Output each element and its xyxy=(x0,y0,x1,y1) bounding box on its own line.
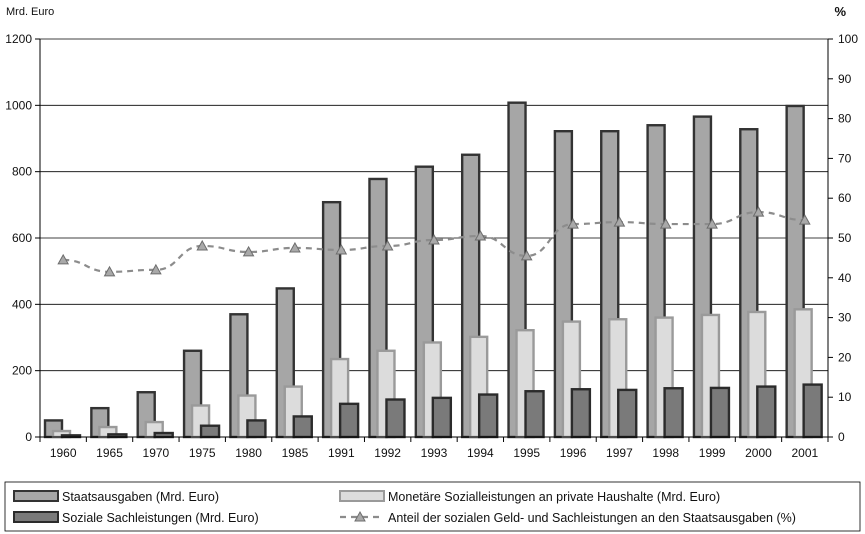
bar-soziale-sachleistungen xyxy=(246,419,267,439)
percent-point xyxy=(474,229,487,241)
bar-soziale-sachleistungen xyxy=(199,424,221,439)
percent-line-layer xyxy=(57,206,811,277)
percent-point xyxy=(289,241,301,253)
x-axis-tick-label: 2001 xyxy=(791,446,818,460)
x-axis-tick-label: 1991 xyxy=(328,446,355,460)
left-axis-tick-label: 600 xyxy=(12,231,32,245)
x-axis-tick-label: 2000 xyxy=(745,446,772,460)
right-axis-tick-label: 20 xyxy=(838,350,852,364)
percent-point xyxy=(57,253,70,265)
right-axis-tick-label: 100 xyxy=(838,32,858,46)
bar-soziale-sachleistungen xyxy=(385,398,406,439)
legend-item-staatsausgaben-swatch xyxy=(13,490,59,502)
legend-item-monetaere-sozialleistungen-swatch xyxy=(339,490,385,502)
percent-point xyxy=(335,243,348,255)
x-axis-tick-label: 1993 xyxy=(421,446,448,460)
bar-soziale-sachleistungen xyxy=(153,431,174,439)
legend-item-staatsausgaben-label: Staatsausgaben (Mrd. Euro) xyxy=(62,490,219,504)
percent-point xyxy=(242,245,255,257)
x-axis-tick-label: 1965 xyxy=(96,446,123,460)
right-axis-tick-label: 10 xyxy=(838,390,852,404)
bar-soziale-sachleistungen xyxy=(431,396,453,439)
axes-layer: 0 200 400 600 800 1000 1200 0 10 20 30 40 50 60 70 80 90… xyxy=(5,32,858,460)
legend-item-monetaere-sozialleistungen-label: Monetäre Sozialleistungen an private Hau… xyxy=(388,490,720,504)
legend-box xyxy=(4,481,861,532)
x-axis-tick-label: 1994 xyxy=(467,446,494,460)
bars-layer xyxy=(43,101,823,439)
legend-item-soziale-sachleistungen-swatch xyxy=(13,511,59,523)
percent-point xyxy=(103,265,116,277)
x-axis-tick-label: 1992 xyxy=(374,446,401,460)
right-axis-tick-label: 60 xyxy=(838,191,852,205)
x-axis-tick-label: 1985 xyxy=(282,446,309,460)
bar-soziale-sachleistungen xyxy=(802,383,823,439)
left-axis-tick-label: 0 xyxy=(25,430,32,444)
bar-soziale-sachleistungen xyxy=(709,386,731,439)
x-axis-tick-label: 1998 xyxy=(652,446,679,460)
right-axis-unit-label: % xyxy=(834,4,846,19)
bar-soziale-sachleistungen xyxy=(292,415,313,439)
bar-soziale-sachleistungen xyxy=(570,388,592,439)
percent-point xyxy=(150,263,162,275)
x-axis-tick-label: 1975 xyxy=(189,446,216,460)
right-axis-tick-label: 70 xyxy=(838,151,852,165)
percent-point xyxy=(567,218,579,229)
bar-soziale-sachleistungen xyxy=(338,402,360,439)
percent-point xyxy=(381,239,394,251)
x-axis-tick-label: 1996 xyxy=(560,446,587,460)
x-axis-tick-label: 1970 xyxy=(143,446,170,460)
bar-soziale-sachleistungen xyxy=(756,385,777,439)
bar-soziale-sachleistungen xyxy=(477,393,499,439)
right-axis-tick-label: 0 xyxy=(838,430,845,444)
percent-point xyxy=(613,216,626,227)
x-axis-tick-label: 1997 xyxy=(606,446,633,460)
left-axis-tick-label: 1200 xyxy=(5,32,32,46)
right-axis-tick-label: 40 xyxy=(838,271,852,285)
right-axis-tick-label: 30 xyxy=(838,311,852,325)
x-axis-tick-label: 1995 xyxy=(513,446,540,460)
legend-item-soziale-sachleistungen-label: Soziale Sachleistungen (Mrd. Euro) xyxy=(62,511,259,525)
x-axis-tick-label: 1960 xyxy=(50,446,77,460)
left-axis-tick-label: 1000 xyxy=(5,98,32,112)
percent-point xyxy=(706,218,718,229)
percent-point xyxy=(428,233,440,245)
right-axis-tick-label: 50 xyxy=(838,231,852,245)
left-axis-tick-label: 400 xyxy=(12,297,32,311)
legend-item-anteil-label: Anteil der sozialen Geld- und Sachleistu… xyxy=(388,511,796,525)
percent-point xyxy=(520,249,533,261)
right-axis-tick-label: 80 xyxy=(838,112,852,126)
percent-point xyxy=(752,206,765,217)
bar-soziale-sachleistungen xyxy=(524,390,545,439)
legend: Staatsausgaben (Mrd. Euro) Monetäre Sozia… xyxy=(4,481,861,532)
legend-item-anteil-marker xyxy=(354,510,366,522)
percent-point xyxy=(798,214,811,225)
bar-soziale-sachleistungen xyxy=(617,388,638,439)
percent-point xyxy=(196,239,209,251)
bar-soziale-sachleistungen xyxy=(663,387,684,439)
left-axis-tick-label: 800 xyxy=(12,165,32,179)
x-axis-tick-label: 1980 xyxy=(235,446,262,460)
left-axis-unit-label: Mrd. Euro xyxy=(6,6,54,18)
left-axis-tick-label: 200 xyxy=(12,364,32,378)
x-axis-tick-label: 1999 xyxy=(699,446,726,460)
right-axis-tick-label: 90 xyxy=(838,72,852,86)
percent-point xyxy=(659,218,672,229)
